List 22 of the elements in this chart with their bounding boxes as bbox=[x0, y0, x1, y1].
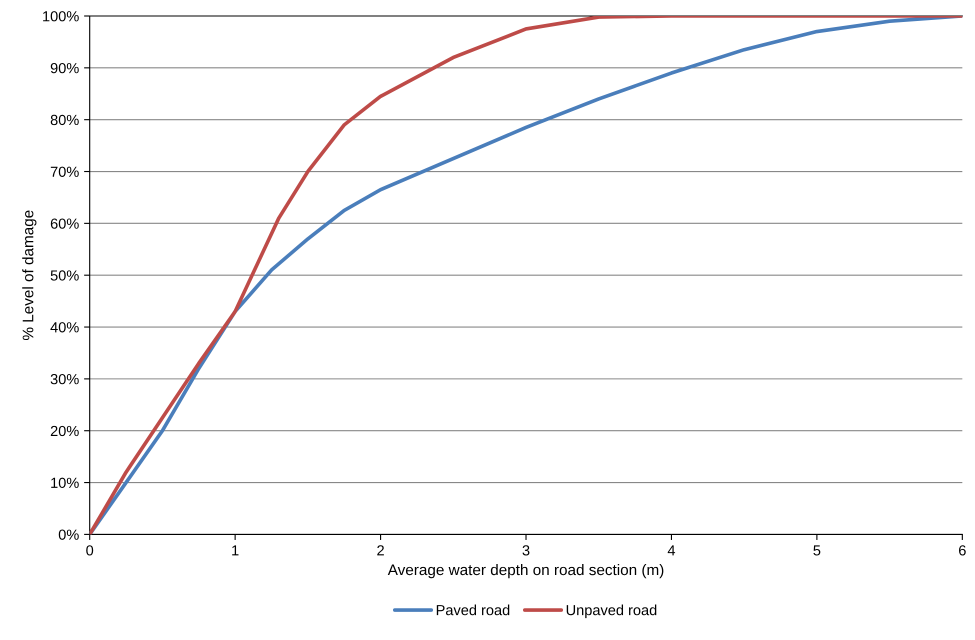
y-tick-label: 10% bbox=[51, 478, 79, 488]
y-tick-label: 40% bbox=[50, 322, 79, 332]
y-tick-label: 30% bbox=[50, 374, 79, 384]
x-tick-label: 4 bbox=[668, 545, 676, 556]
y-tick-label: 0% bbox=[58, 530, 79, 540]
x-tick-label: 3 bbox=[522, 545, 530, 556]
legend-label: Unpaved road bbox=[566, 604, 656, 618]
legend-label: Paved road bbox=[436, 604, 510, 616]
x-tick-label: 1 bbox=[232, 545, 238, 556]
y-tick-label: 80% bbox=[50, 114, 79, 126]
y-tick-label: 90% bbox=[50, 62, 79, 74]
y-tick-label: 50% bbox=[50, 270, 79, 281]
y-tick-label: 60% bbox=[50, 218, 79, 229]
x-tick-label: 5 bbox=[813, 545, 820, 556]
y-tick-label: 20% bbox=[50, 426, 79, 436]
y-tick-label: 70% bbox=[50, 166, 79, 177]
x-axis-title: Average water depth on road section (m) bbox=[388, 564, 664, 578]
x-tick-label: 2 bbox=[377, 545, 384, 556]
y-axis-title: % Level of damage bbox=[22, 210, 36, 340]
x-tick-label: 0 bbox=[86, 545, 94, 556]
y-tick-label: 100% bbox=[43, 11, 79, 22]
x-tick-label: 6 bbox=[959, 545, 966, 556]
